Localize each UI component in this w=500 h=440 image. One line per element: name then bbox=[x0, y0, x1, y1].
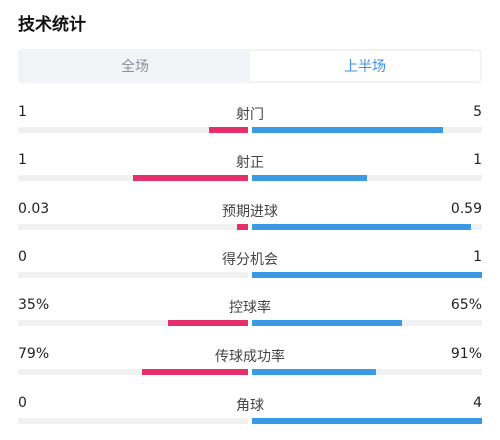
stat-row: 79% 传球成功率 91% bbox=[18, 346, 482, 376]
home-bar-track bbox=[18, 369, 248, 375]
stat-row: 0.03 预期进球 0.59 bbox=[18, 201, 482, 231]
home-bar bbox=[142, 369, 248, 375]
home-bar-track bbox=[18, 272, 248, 278]
away-value: 5 bbox=[473, 104, 482, 120]
away-bar-track bbox=[252, 272, 482, 278]
home-bar bbox=[236, 224, 248, 230]
stat-row: 0 角球 4 bbox=[18, 395, 482, 425]
page-title: 技术统计 bbox=[18, 15, 86, 35]
away-bar bbox=[252, 418, 482, 424]
away-bar bbox=[252, 320, 402, 326]
home-value: 79% bbox=[18, 346, 50, 362]
tab-first-half[interactable]: 上半场 bbox=[250, 51, 480, 81]
home-value: 1 bbox=[18, 104, 27, 120]
away-bar bbox=[252, 224, 471, 230]
tab-full-match[interactable]: 全场 bbox=[121, 59, 149, 75]
stat-row: 1 射门 5 bbox=[18, 104, 482, 134]
away-bar bbox=[252, 127, 443, 133]
away-value: 91% bbox=[450, 346, 482, 362]
away-bar-track bbox=[252, 127, 482, 133]
stat-row: 35% 控球率 65% bbox=[18, 297, 482, 327]
stat-name: 角球 bbox=[236, 398, 264, 414]
away-bar-track bbox=[252, 175, 482, 181]
home-bar bbox=[167, 320, 248, 326]
home-value: 0 bbox=[18, 395, 27, 411]
home-bar bbox=[208, 127, 248, 133]
home-value: 0 bbox=[18, 249, 27, 265]
home-bar-track bbox=[18, 127, 248, 133]
home-bar-track bbox=[18, 320, 248, 326]
stat-name: 射正 bbox=[236, 155, 264, 171]
stat-row: 1 射正 1 bbox=[18, 152, 482, 182]
away-value: 1 bbox=[473, 152, 482, 168]
home-bar-track bbox=[18, 224, 248, 230]
home-bar-track bbox=[18, 175, 248, 181]
home-value: 1 bbox=[18, 152, 27, 168]
away-bar bbox=[252, 369, 377, 375]
home-value: 0.03 bbox=[18, 201, 50, 217]
away-bar-track bbox=[252, 320, 482, 326]
away-bar-track bbox=[252, 224, 482, 230]
away-bar bbox=[252, 272, 482, 278]
stat-name: 射门 bbox=[236, 107, 264, 123]
away-bar-track bbox=[252, 369, 482, 375]
home-value: 35% bbox=[18, 297, 50, 313]
stat-row: 0 得分机会 1 bbox=[18, 249, 482, 279]
stat-name: 传球成功率 bbox=[215, 349, 285, 365]
stat-name: 得分机会 bbox=[222, 252, 278, 268]
home-bar bbox=[133, 175, 248, 181]
stat-name: 预期进球 bbox=[222, 204, 278, 220]
away-value: 4 bbox=[473, 395, 482, 411]
away-bar bbox=[252, 175, 367, 181]
home-bar-track bbox=[18, 418, 248, 424]
away-value: 1 bbox=[473, 249, 482, 265]
stat-name: 控球率 bbox=[229, 300, 271, 316]
away-value: 0.59 bbox=[450, 201, 482, 217]
away-bar-track bbox=[252, 418, 482, 424]
away-value: 65% bbox=[450, 297, 482, 313]
period-tabs: 全场 上半场 bbox=[18, 49, 482, 83]
